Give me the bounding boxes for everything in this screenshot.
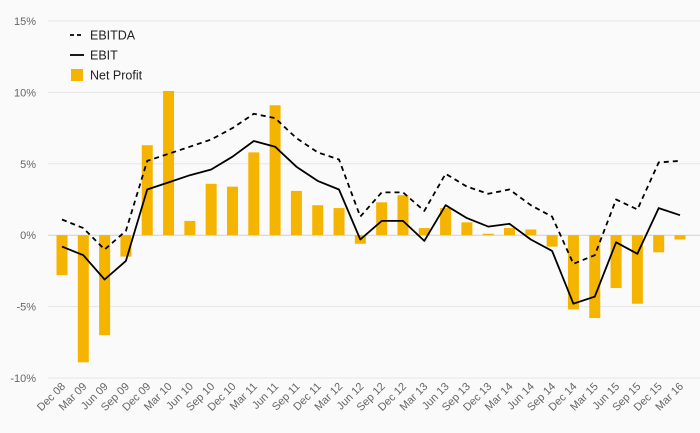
net-profit-bar[interactable] [120,235,132,257]
net-profit-bar[interactable] [205,183,217,236]
legend-item-ebitda[interactable]: EBITDA [70,29,136,43]
net-profit-bar[interactable] [610,235,622,289]
net-profit-bar[interactable] [290,190,302,236]
legend-item-ebit[interactable]: EBIT [70,49,118,63]
ebit-line[interactable] [61,140,681,305]
net-profit-bar[interactable] [56,235,68,276]
line-series [61,112,681,305]
net-profit-bar[interactable] [376,202,388,236]
y-tick-label: 0% [20,230,36,242]
net-profit-bar[interactable] [546,235,558,247]
net-profit-bar[interactable] [482,233,494,236]
net-profit-bar[interactable] [312,205,324,236]
net-profit-bar[interactable] [248,152,260,236]
legend-label-ebitda: EBITDA [90,29,136,43]
net-profit-bar[interactable] [674,235,686,240]
y-tick-label: -10% [10,373,36,385]
y-tick-label: 5% [20,159,36,171]
legend: EBITDA EBIT Net Profit [70,29,143,83]
net-profit-bar[interactable] [163,90,175,236]
net-profit-bars [56,90,686,363]
net-profit-bar[interactable] [653,235,665,253]
net-profit-bar[interactable] [397,195,409,236]
net-profit-bar[interactable] [333,208,345,236]
legend-label-ebit: EBIT [90,49,118,63]
net-profit-bar[interactable] [461,222,473,236]
y-axis-ticks: 15% 10% 5% 0% -5% -10% [10,16,36,385]
net-profit-bar[interactable] [631,235,643,304]
net-profit-bar[interactable] [440,208,452,236]
net-profit-bar[interactable] [418,228,430,236]
net-profit-bar[interactable] [99,235,111,336]
net-profit-bar[interactable] [525,229,537,236]
net-profit-bar[interactable] [567,235,579,310]
y-tick-label: -5% [16,302,36,314]
y-tick-label: 15% [14,16,36,28]
legend-item-net-profit[interactable]: Net Profit [71,69,143,83]
net-profit-bar[interactable] [226,186,238,236]
gridlines [48,20,700,379]
legend-swatch-net-profit [71,69,83,81]
net-profit-bar[interactable] [589,235,601,319]
y-tick-label: 10% [14,87,36,99]
ebitda-line[interactable] [61,112,681,265]
net-profit-bar[interactable] [269,105,281,236]
net-profit-bar[interactable] [504,228,516,236]
legend-label-net-profit: Net Profit [90,69,143,83]
net-profit-bar[interactable] [77,235,89,363]
net-profit-bar[interactable] [184,220,196,236]
